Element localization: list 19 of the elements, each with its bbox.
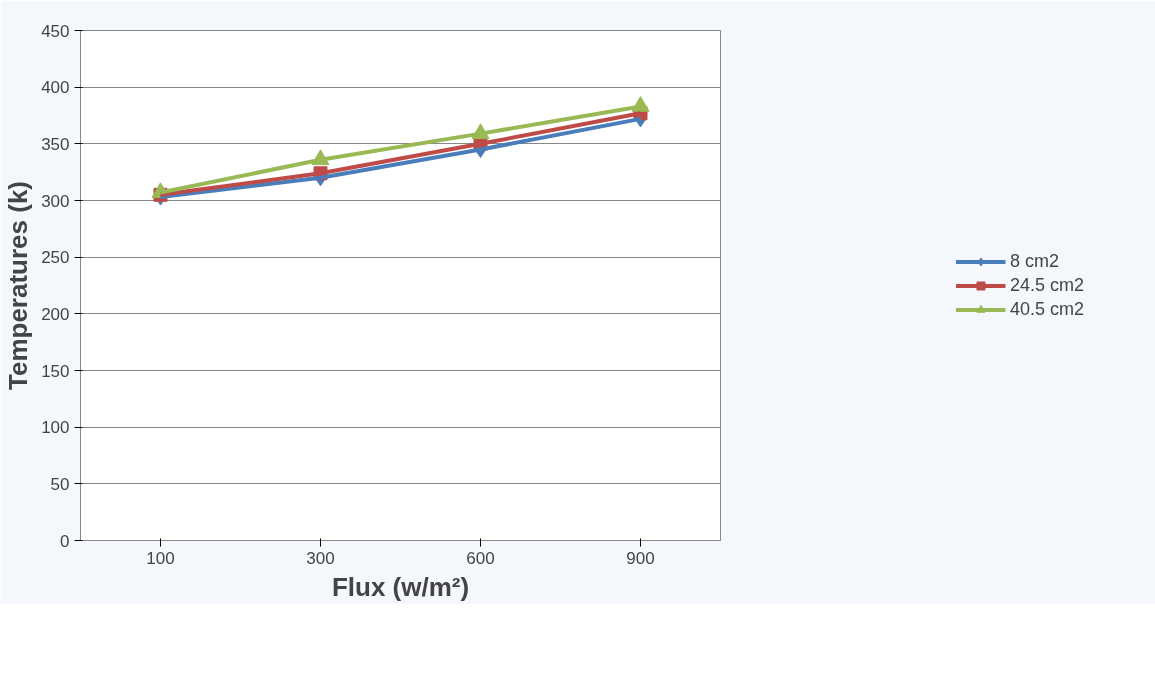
y-tick-label: 150 bbox=[41, 361, 70, 381]
x-tick-label: 600 bbox=[466, 548, 495, 568]
y-tick-label: 450 bbox=[41, 21, 70, 41]
y-tick-label: 200 bbox=[41, 304, 70, 324]
y-tick-label: 250 bbox=[41, 248, 70, 268]
legend-label: 8 cm2 bbox=[1009, 250, 1060, 272]
x-tick-label: 100 bbox=[146, 548, 175, 568]
legend-label: 40.5 cm2 bbox=[1009, 298, 1085, 320]
y-tick-label: 0 bbox=[60, 531, 70, 551]
y-tick-label: 100 bbox=[41, 418, 70, 438]
y-tick-label: 400 bbox=[41, 78, 70, 98]
x-tick-label: 900 bbox=[626, 548, 655, 568]
legend-label: 24.5 cm2 bbox=[1009, 274, 1085, 296]
y-tick-label: 350 bbox=[41, 134, 70, 154]
y-axis-title: Temperatures (k) bbox=[3, 180, 34, 391]
y-tick-label: 300 bbox=[41, 191, 70, 211]
y-tick-label: 50 bbox=[50, 474, 70, 494]
x-tick-label: 300 bbox=[306, 548, 335, 568]
x-axis-title: Flux (w/m²) bbox=[331, 571, 470, 602]
